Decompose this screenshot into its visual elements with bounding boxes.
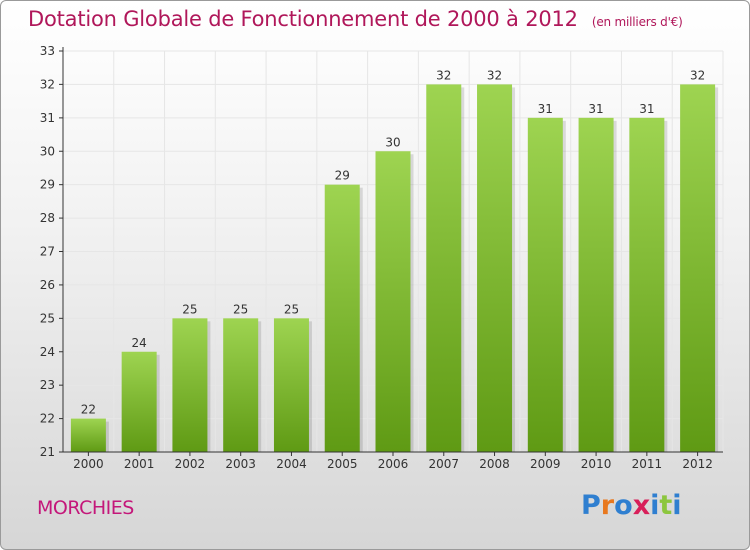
chart-title: Dotation Globale de Fonctionnement de 20… — [28, 7, 683, 31]
bar — [629, 117, 665, 452]
bar-value-label: 32 — [690, 68, 705, 82]
y-tick-label: 27 — [40, 245, 55, 259]
x-tick-label: 2011 — [632, 457, 663, 471]
logo-letter: P — [581, 490, 601, 521]
bar-value-label: 31 — [639, 102, 654, 116]
logo-letter: i — [672, 490, 682, 521]
bar — [273, 318, 309, 452]
logo-letter: t — [659, 490, 673, 521]
bar-value-label: 25 — [284, 302, 299, 316]
chart-title-text: Dotation Globale de Fonctionnement de 20… — [28, 7, 578, 31]
labels: 21 22 23 24 25 26 27 28 29 30 31 32 33 22 2000 24 2001 25… — [40, 44, 713, 471]
x-tick-label: 2006 — [378, 457, 409, 471]
bar — [70, 418, 106, 452]
y-tick-label: 30 — [40, 144, 55, 158]
y-tick-label: 25 — [40, 311, 55, 325]
logo-letter: i — [650, 490, 660, 521]
bar — [527, 117, 563, 452]
x-tick-label: 2007 — [428, 457, 459, 471]
axes — [59, 47, 723, 456]
bar-value-label: 32 — [487, 68, 502, 82]
y-tick-label: 33 — [40, 44, 55, 58]
x-tick-label: 2000 — [73, 457, 104, 471]
y-tick-label: 22 — [40, 412, 55, 426]
x-tick-label: 2001 — [124, 457, 155, 471]
y-tick-label: 23 — [40, 378, 55, 392]
logo-letter: x — [632, 490, 651, 521]
bar — [426, 84, 462, 453]
x-tick-label: 2012 — [682, 457, 713, 471]
bar-value-label: 30 — [385, 135, 400, 149]
x-tick-label: 2005 — [327, 457, 358, 471]
bar — [223, 318, 259, 452]
bar — [172, 318, 208, 452]
bar — [578, 117, 614, 452]
x-tick-label: 2003 — [225, 457, 256, 471]
chart-subtitle: (en milliers d'€) — [591, 15, 683, 29]
bar — [477, 84, 513, 453]
x-tick-label: 2009 — [530, 457, 561, 471]
bar — [680, 84, 716, 453]
bar-value-label: 25 — [182, 302, 197, 316]
x-tick-label: 2004 — [276, 457, 307, 471]
bar-value-label: 25 — [233, 302, 248, 316]
bar-value-label: 24 — [132, 336, 147, 350]
y-tick-label: 31 — [40, 111, 55, 125]
y-tick-label: 29 — [40, 178, 55, 192]
proxiti-logo[interactable]: Proxiti — [581, 490, 682, 521]
bar — [324, 184, 360, 452]
bar-value-label: 31 — [588, 102, 603, 116]
bar-value-label: 31 — [538, 102, 553, 116]
bar-value-label: 22 — [81, 403, 96, 417]
bar — [375, 151, 411, 452]
y-tick-label: 24 — [40, 345, 55, 359]
x-tick-label: 2002 — [175, 457, 206, 471]
logo-letter: r — [600, 490, 615, 521]
x-tick-label: 2010 — [581, 457, 612, 471]
logo-letter: o — [614, 490, 633, 521]
bar — [121, 351, 157, 452]
bars — [70, 84, 719, 453]
bar-value-label: 32 — [436, 68, 451, 82]
y-tick-label: 32 — [40, 77, 55, 91]
y-tick-label: 21 — [40, 445, 55, 459]
bar-value-label: 29 — [335, 169, 350, 183]
commune-name: MORCHIES — [37, 497, 134, 519]
x-tick-label: 2008 — [479, 457, 510, 471]
y-tick-label: 28 — [40, 211, 55, 225]
y-tick-label: 26 — [40, 278, 55, 292]
